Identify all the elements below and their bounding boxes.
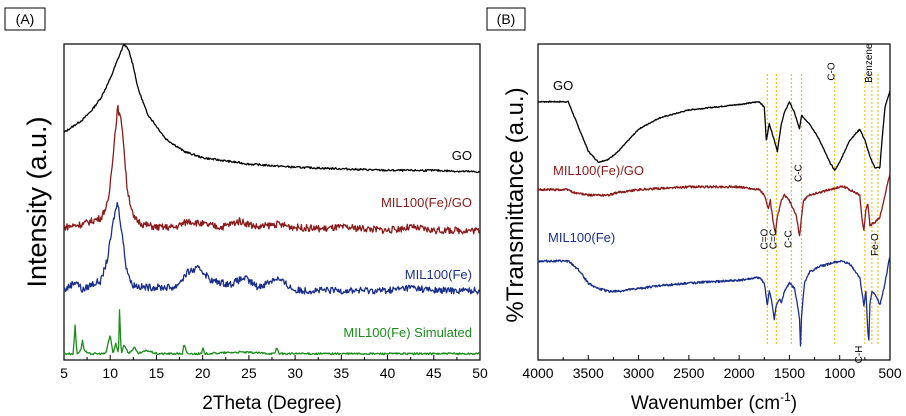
x-tick-label: 10 [102, 365, 118, 381]
annotation-benzene: Benzene [864, 43, 875, 83]
panel-b-annotations: C=OC=C C-C C-C C-O Benzene Fe-O C-H [759, 43, 881, 363]
x-tick-label: 4000 [522, 365, 553, 381]
panel-b-y-axis-label: %Transmittance (a.u.) [502, 87, 529, 322]
annotation-c-o: C=O [759, 228, 770, 249]
annotation-fe-o: Fe-O [870, 233, 881, 256]
annotation-c-o: C-O [827, 62, 838, 81]
x-tick-label: 20 [195, 365, 211, 381]
x-tick-label: 500 [878, 365, 902, 381]
panel-a-x-ticks: 5 10 15 20 25 30 35 40 45 50 [60, 355, 488, 381]
panel-b-x-axis-label-sup: -1 [780, 390, 791, 404]
panel-a-series-label-mil100fe-go: MIL100(Fe)/GO [381, 195, 472, 210]
x-tick-label: 45 [426, 365, 442, 381]
panel-b-x-axis-label-main: Wavenumber (cm [631, 393, 780, 414]
panel-b-series [537, 90, 891, 347]
x-tick-label: 2000 [724, 365, 755, 381]
series-line-go [63, 43, 481, 174]
series-line-go [537, 90, 891, 171]
x-tick-label: 40 [380, 365, 396, 381]
x-tick-label: 3500 [573, 365, 604, 381]
panel-a-y-axis-label: Intensity (a.u.) [22, 116, 52, 287]
panel-a-series-label-go: GO [452, 148, 472, 163]
series-line-mil100-fe-simulated [63, 309, 481, 356]
annotation-c-c: C=C [768, 229, 779, 249]
x-tick-label: 25 [241, 365, 257, 381]
panel-b-x-axis-label-close: ) [791, 393, 797, 414]
panel-a-label-box [4, 7, 46, 31]
panel-b-series-label-mil100fe-go: MIL100(Fe)/GO [553, 163, 644, 178]
panel-b-series-label-go: GO [553, 78, 573, 93]
series-line-mil100-fe [63, 201, 481, 295]
panel-a-label: (A) [16, 11, 35, 27]
panel-b: (B) 4000 3500 3000 2500 2000 1500 1000 500 C=OC… [486, 7, 902, 414]
panel-b-x-axis-label: Wavenumber (cm-1) [631, 390, 797, 414]
series-line-mil100-fe-go [537, 172, 891, 237]
annotation-c-c: C-C [794, 164, 805, 182]
x-tick-label: 2500 [673, 365, 704, 381]
panel-b-label: (B) [497, 11, 516, 27]
series-line-mil100-fe [537, 256, 891, 347]
panel-b-series-label-mil100fe: MIL100(Fe) [548, 230, 615, 245]
annotation-c-c: C-C [783, 230, 794, 248]
panel-b-x-ticks: 4000 3500 3000 2500 2000 1500 1000 500 [522, 355, 902, 381]
x-tick-label: 35 [334, 365, 350, 381]
panel-a-series [63, 43, 481, 356]
x-tick-label: 15 [149, 365, 165, 381]
panel-b-plot-frame [537, 43, 891, 361]
series-line-mil100-fe-go [63, 104, 481, 235]
panel-a-series-label-mil100fe: MIL100(Fe) [405, 267, 472, 282]
x-tick-label: 3000 [623, 365, 654, 381]
x-tick-label: 30 [287, 365, 303, 381]
x-tick-label: 5 [60, 365, 68, 381]
x-tick-label: 1000 [824, 365, 855, 381]
x-tick-label: 50 [472, 365, 488, 381]
panel-a: (A) 5 10 15 20 25 30 35 40 45 50 GO MIL100(Fe)/GO… [4, 7, 488, 414]
panel-a-series-label-mil100fe-simulated: MIL100(Fe) Simulated [343, 325, 472, 340]
x-tick-label: 1500 [774, 365, 805, 381]
panel-b-label-box [486, 7, 526, 31]
panel-a-x-axis-label: 2Theta (Degree) [202, 393, 341, 414]
annotation-c-h: C-H [854, 346, 865, 364]
